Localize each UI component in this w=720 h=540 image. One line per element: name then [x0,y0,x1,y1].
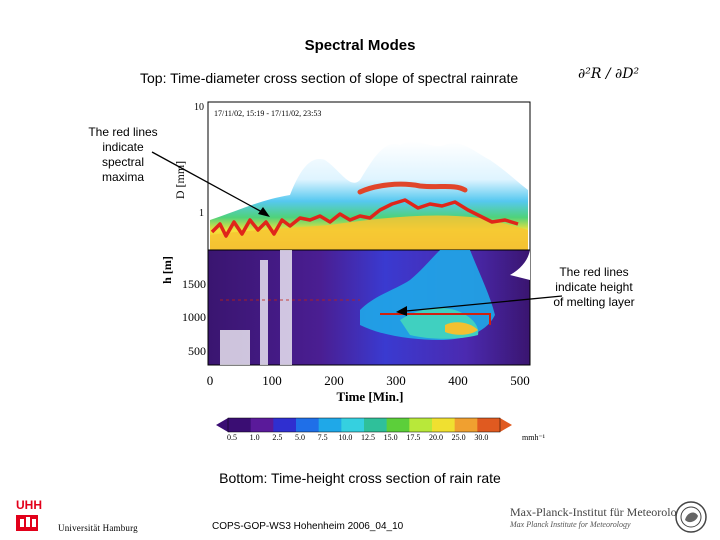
colorbar-tick-label: 10.0 [338,433,352,442]
colorbar-swatch [341,418,365,432]
arrow-spectral-maxima [151,151,263,213]
colorbar-tick-label: 12.5 [361,433,375,442]
timestamp-label: 17/11/02, 15:19 - 17/11/02, 23:53 [214,109,321,118]
university-name: Universität Hamburg [58,523,138,533]
colorbar-swatch [364,418,388,432]
formula: ∂²R / ∂D² [578,66,640,82]
x-axis-label: Time [Min.] [337,389,404,404]
x-tick-0: 0 [207,373,214,388]
colorbar-max-arrow [500,418,512,432]
x-tick-100: 100 [262,373,282,388]
university-hamburg-logo: UHH [14,495,52,533]
colorbar-swatch [228,418,252,432]
institute-subtitle: Max Planck Institute for Meteorology [510,520,631,529]
institute-name: Max-Planck-Institut für Meteorologie [510,505,692,519]
x-tick-200: 200 [324,373,344,388]
colorbar-min-arrow [216,418,228,432]
uhh-mark: UHH [16,498,42,512]
colorbar-swatch [296,418,320,432]
x-tick-500: 500 [510,373,530,388]
colorbar-tick-label: 2.5 [272,433,282,442]
colorbar-tick-label: 0.5 [227,433,237,442]
colorbar-swatch [273,418,297,432]
colorbar-tick-label: 1.0 [250,433,260,442]
bottom-tick-1000: 1000 [182,310,206,324]
arrow-melting-layer [405,295,563,312]
colorbar-swatch [477,418,501,432]
note-spectral-maxima: The red lines indicate spectral maxima [88,125,158,184]
spectral-maximum-upper [357,181,468,195]
colorbar-swatch [432,418,456,432]
colorbar-tick-label: 5.0 [295,433,305,442]
bottom-tick-500: 500 [188,344,206,358]
spectral-maxima-line [210,198,519,238]
colorbar-swatch [318,418,342,432]
colorbar [216,417,512,433]
colorbar-tick-label: 20.0 [429,433,443,442]
colorbar-tick-label: 17.5 [406,433,420,442]
top-tick-1: 1 [199,208,204,219]
top-tick-10: 10 [194,102,204,113]
bottom-tick-1500: 1500 [182,277,206,291]
colorbar-tick-label: 30.0 [474,433,488,442]
colorbar-ticks: 0.5 1.0 2.5 5.0 7.5 10.0 12.5 15.0 17.5 20.0 25.0 3… [227,433,488,442]
note-melting-layer: The red lines indicate height of melting… [553,265,635,309]
x-tick-400: 400 [448,373,468,388]
colorbar-swatch [409,418,433,432]
x-axis: 0 100 200 300 400 500 [207,373,530,388]
top-ylabel: D [mm] [173,161,187,199]
melting-layer-line [380,313,491,325]
colorbar-swatch [250,418,274,432]
colorbar-swatch [454,418,478,432]
bottom-ylabel: h [m] [160,256,174,284]
slide-title: Spectral Modes [304,37,416,54]
top-caption: Top: Time-diameter cross section of slop… [140,70,519,86]
rain-figure: 17/11/02, 15:19 - 17/11/02, 23:53 10 1 D… [160,101,546,442]
colorbar-tick-label: 7.5 [318,433,328,442]
mpi-seal-logo [675,501,707,533]
colorbar-unit: mmh⁻¹ [522,433,546,442]
colorbar-swatch [386,418,410,432]
colorbar-tick-label: 15.0 [384,433,398,442]
bottom-caption: Bottom: Time-height cross section of rai… [219,470,501,486]
colorbar-tick-label: 25.0 [452,433,466,442]
footer-text: COPS-GOP-WS3 Hohenheim 2006_04_10 [212,521,404,532]
x-tick-300: 300 [386,373,406,388]
